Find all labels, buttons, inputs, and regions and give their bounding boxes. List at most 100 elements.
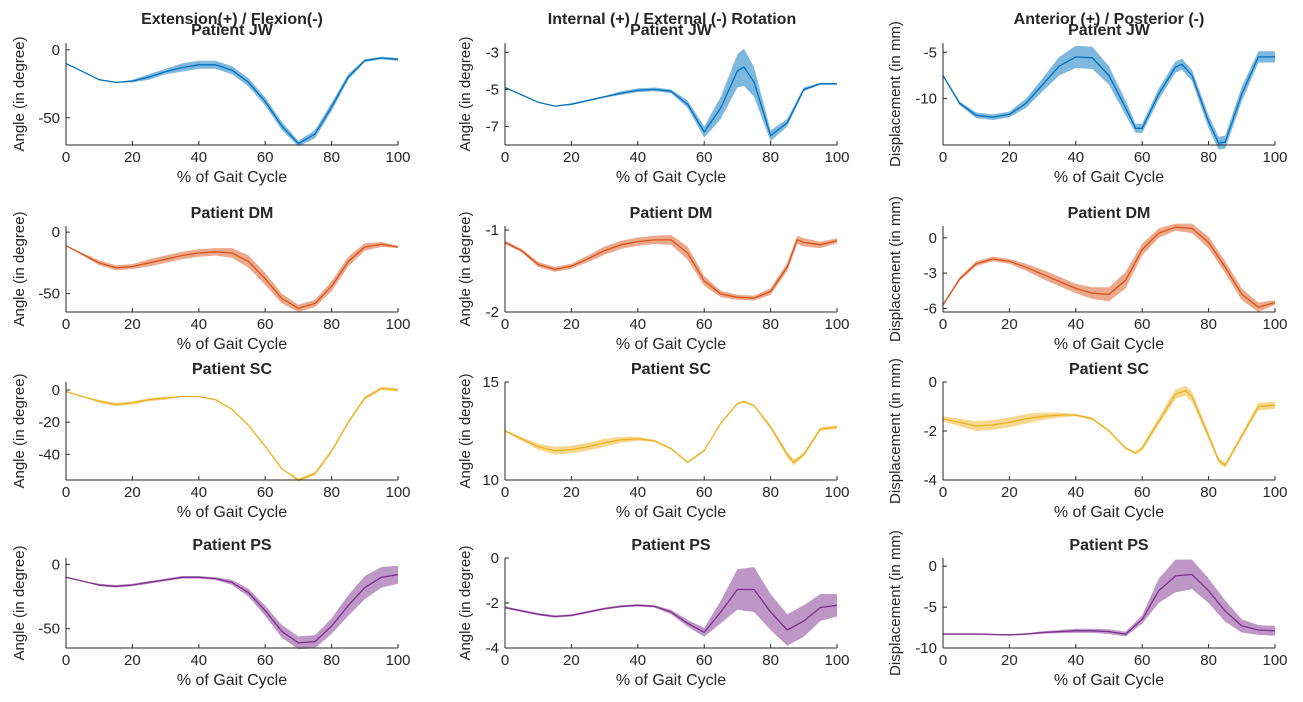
x-tick-label: 80 xyxy=(323,484,340,501)
x-axis-label: % of Gait Cycle xyxy=(1054,169,1164,186)
x-axis-label: % of Gait Cycle xyxy=(1054,336,1164,353)
std-band xyxy=(505,235,837,301)
x-tick-label: 40 xyxy=(629,484,646,501)
y-tick-label: -2 xyxy=(924,423,937,440)
x-tick-label: 80 xyxy=(762,149,779,166)
y-tick-label: -50 xyxy=(38,110,60,127)
panel-title: Patient JW xyxy=(191,22,274,39)
x-axis-label: % of Gait Cycle xyxy=(177,336,287,353)
x-tick-label: 40 xyxy=(190,316,207,333)
std-band xyxy=(505,48,837,142)
x-tick-label: 60 xyxy=(1134,652,1151,669)
x-tick-label: 80 xyxy=(762,316,779,333)
x-tick-label: 100 xyxy=(1262,316,1287,333)
x-tick-label: 100 xyxy=(824,316,849,333)
x-tick-label: 0 xyxy=(939,652,947,669)
x-tick-label: 40 xyxy=(629,652,646,669)
mean-line xyxy=(504,400,838,464)
mean-line xyxy=(942,389,1276,466)
y-tick-label: 0 xyxy=(491,550,499,567)
panel-title: Patient DM xyxy=(191,205,274,222)
y-tick-label: -4 xyxy=(486,640,499,657)
x-tick-label: 100 xyxy=(385,652,410,669)
column-title: Extension(+) / Flexion(-) xyxy=(141,11,323,28)
mean-line xyxy=(504,66,837,137)
column-title: Internal (+) / External (-) Rotation xyxy=(548,11,796,28)
x-tick-label: 40 xyxy=(1067,652,1084,669)
x-tick-label: 20 xyxy=(124,652,141,669)
x-axis-label: % of Gait Cycle xyxy=(1054,672,1164,689)
y-tick-label: -1 xyxy=(486,222,499,239)
y-tick-label: -6 xyxy=(924,300,937,317)
y-tick-label: 0 xyxy=(929,374,937,391)
x-tick-label: 40 xyxy=(629,316,646,333)
x-tick-label: 80 xyxy=(1200,484,1217,501)
x-axis-label: % of Gait Cycle xyxy=(616,504,726,521)
y-tick-label: -7 xyxy=(486,118,499,135)
x-axis-label: % of Gait Cycle xyxy=(177,504,287,521)
std-band xyxy=(505,400,837,466)
x-tick-label: 100 xyxy=(1262,484,1287,501)
y-axis-label: Displacement (in mm) xyxy=(887,21,904,167)
panel-title: Patient SC xyxy=(1069,361,1149,378)
x-tick-label: 100 xyxy=(824,149,849,166)
x-tick-label: 80 xyxy=(1200,652,1217,669)
x-tick-label: 20 xyxy=(124,484,141,501)
x-axis-label: % of Gait Cycle xyxy=(177,672,287,689)
x-tick-label: 80 xyxy=(1200,316,1217,333)
x-tick-label: 20 xyxy=(1001,149,1018,166)
x-tick-label: 100 xyxy=(385,149,410,166)
mean-line xyxy=(942,56,1275,144)
panel-title: Patient SC xyxy=(192,361,272,378)
y-axis-label: Displacement (in mm) xyxy=(887,530,904,676)
mean-line xyxy=(65,387,399,481)
x-tick-label: 20 xyxy=(1001,652,1018,669)
panel-title: Patient DM xyxy=(1068,205,1151,222)
panel-title: Patient JW xyxy=(630,22,713,39)
x-tick-label: 100 xyxy=(385,316,410,333)
x-tick-label: 40 xyxy=(190,652,207,669)
y-tick-label: -3 xyxy=(924,265,937,282)
std-band xyxy=(505,567,837,646)
x-tick-label: 80 xyxy=(323,316,340,333)
y-tick-label: 0 xyxy=(929,230,937,247)
y-tick-label: -2 xyxy=(486,595,499,612)
x-tick-label: 0 xyxy=(501,149,509,166)
panel-title: Patient JW xyxy=(1068,22,1151,39)
y-tick-label: 10 xyxy=(482,472,499,489)
y-axis-label: Angle (in degree) xyxy=(457,545,474,660)
x-tick-label: 60 xyxy=(1134,316,1151,333)
x-axis-label: % of Gait Cycle xyxy=(177,169,287,186)
y-axis-label: Angle (in degree) xyxy=(457,211,474,326)
std-band xyxy=(66,242,398,312)
x-tick-label: 20 xyxy=(563,484,580,501)
panel-title: Patient SC xyxy=(631,361,711,378)
y-tick-label: 0 xyxy=(52,382,60,399)
y-tick-label: 0 xyxy=(52,224,60,241)
x-tick-label: 100 xyxy=(1262,149,1287,166)
y-tick-label: -10 xyxy=(915,91,937,108)
x-tick-label: 40 xyxy=(190,484,207,501)
mean-line xyxy=(504,588,838,633)
mean-line xyxy=(65,574,399,644)
x-tick-label: 0 xyxy=(939,316,947,333)
y-tick-label: 0 xyxy=(929,558,937,575)
x-axis-label: % of Gait Cycle xyxy=(616,169,726,186)
panel-title: Patient DM xyxy=(630,205,713,222)
mean-line xyxy=(65,57,399,145)
std-band xyxy=(66,565,398,650)
x-axis-label: % of Gait Cycle xyxy=(1054,504,1164,521)
y-tick-label: 0 xyxy=(52,556,60,573)
x-tick-label: 20 xyxy=(563,149,580,166)
x-tick-label: 100 xyxy=(385,484,410,501)
std-band xyxy=(66,386,398,482)
x-tick-label: 60 xyxy=(696,484,713,501)
x-tick-label: 60 xyxy=(257,316,274,333)
panel-title: Patient PS xyxy=(1069,537,1148,554)
x-tick-label: 80 xyxy=(1200,149,1217,166)
x-tick-label: 0 xyxy=(62,652,70,669)
std-band xyxy=(66,56,398,147)
x-tick-label: 20 xyxy=(1001,484,1018,501)
x-tick-label: 60 xyxy=(257,149,274,166)
x-axis-label: % of Gait Cycle xyxy=(616,336,726,353)
